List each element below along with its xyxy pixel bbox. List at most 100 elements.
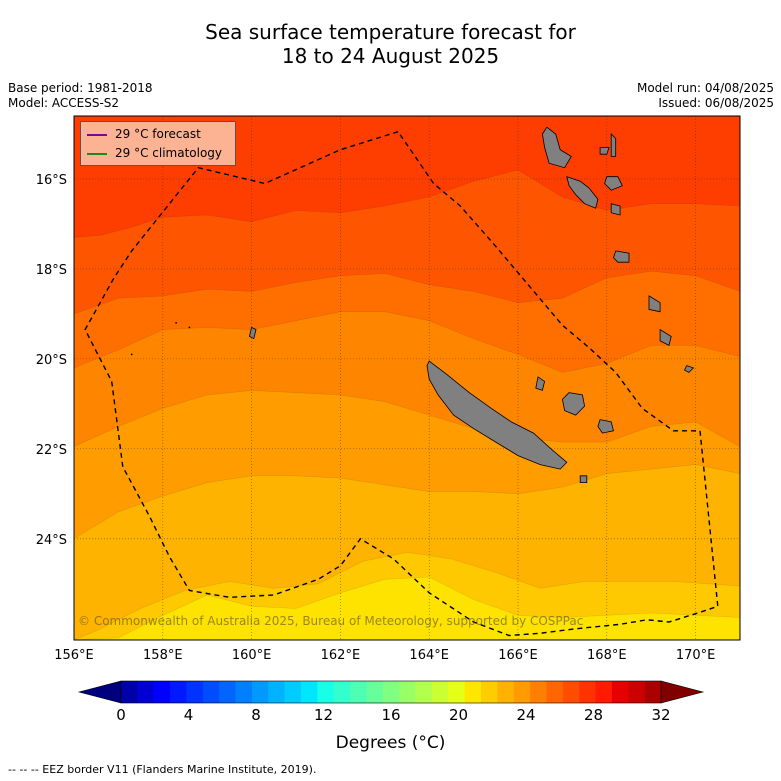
island (541, 126, 572, 169)
lat-tick-label: 20°S (36, 353, 67, 368)
lon-tick-label: 164°E (409, 648, 449, 663)
colorbar-segment (579, 681, 596, 703)
colorbar-segment (611, 681, 629, 703)
colorbar-segment (382, 681, 400, 703)
base-period: Base period: 1981-2018 (8, 81, 153, 95)
colorbar-tick-label: 0 (116, 706, 126, 724)
colorbar-tick-label: 8 (251, 706, 261, 724)
colorbar-segment (284, 681, 302, 703)
lon-tick-label: 166°E (498, 648, 538, 663)
colorbar-segment (530, 681, 547, 703)
colorbar-tick-label: 28 (584, 706, 603, 724)
colorbar-segment (415, 681, 433, 703)
climatology-line-swatch (87, 152, 107, 155)
legend-item-climatology: 29 °C climatology (87, 145, 222, 161)
colorbar-segment (153, 681, 171, 703)
island (659, 328, 672, 346)
colorbar-min-arrow (77, 680, 122, 704)
island (426, 360, 568, 470)
colorbar-segment (137, 681, 155, 703)
colorbar-segment (481, 681, 498, 703)
colorbar-segment (202, 681, 220, 703)
island (613, 250, 630, 263)
colorbar-max-arrow (660, 680, 705, 704)
colorbar-segment (464, 681, 482, 703)
lon-tick-label: 156°E (54, 648, 94, 663)
island (597, 419, 614, 434)
colorbar-segment (268, 681, 286, 703)
sst-band-7 (74, 576, 740, 640)
colorbar-segment (350, 681, 367, 703)
lon-tick-label: 160°E (232, 648, 272, 663)
reef-dot (175, 322, 178, 324)
island (683, 365, 695, 373)
eez-border (84, 131, 719, 637)
island (648, 295, 661, 313)
eez-footnote: -- -- -- EEZ border V11 (Flanders Marine… (8, 763, 317, 776)
graticule (74, 116, 740, 640)
colorbar-segment (186, 681, 204, 703)
lat-tick-label: 18°S (36, 263, 67, 278)
colorbar-tick-label: 24 (516, 706, 535, 724)
colorbar-segment (448, 681, 466, 703)
model-name: Model: ACCESS-S2 (8, 96, 120, 110)
colorbar-segment (333, 681, 351, 703)
map-legend: 29 °C forecast 29 °C climatology (80, 121, 236, 166)
colorbar-segment (644, 681, 662, 703)
lon-tick-label: 168°E (587, 648, 627, 663)
colorbar-segment (317, 681, 335, 703)
lat-tick-label: 16°S (36, 173, 67, 188)
forecast-line-swatch (87, 133, 107, 136)
colorbar-tick-label: 16 (381, 706, 400, 724)
island (604, 176, 623, 191)
colorbar: 0 4 8 12 16 20 24 28 32 (77, 680, 705, 724)
colorbar-tick-label: 4 (184, 706, 194, 724)
colorbar-tick-label: 20 (449, 706, 468, 724)
copyright-notice: © Commonwealth of Australia 2025, Bureau… (78, 614, 584, 628)
map-frame (73, 115, 741, 641)
colorbar-segment (497, 681, 515, 703)
island (248, 326, 257, 340)
colorbar-segment (513, 681, 531, 703)
colorbar-label: Degrees (°C) (335, 733, 446, 753)
lon-tick-label: 162°E (321, 648, 361, 663)
legend-forecast-label: 29 °C forecast (115, 127, 201, 141)
reef-dot (130, 353, 133, 356)
model-run: Model run: 04/08/2025 (636, 81, 774, 95)
eez-border-line (84, 131, 719, 637)
colorbar-segment (170, 681, 187, 703)
issued-date: Issued: 06/08/2025 (658, 96, 774, 110)
colorbar-segment (219, 681, 236, 703)
legend-item-forecast: 29 °C forecast (87, 126, 201, 142)
colorbar-segment (251, 681, 269, 703)
island (579, 475, 588, 484)
island (599, 147, 610, 155)
colorbar-segment (235, 681, 253, 703)
colorbar-outline (120, 680, 662, 704)
island (535, 376, 546, 391)
colorbar-segment (366, 681, 384, 703)
colorbar-segment (301, 681, 318, 703)
colorbar-segment (399, 681, 416, 703)
island (610, 133, 617, 157)
land-masses (130, 126, 695, 484)
colorbar-tick-label: 12 (314, 706, 333, 724)
legend-climatology-label: 29 °C climatology (115, 146, 223, 160)
lon-tick-label: 158°E (143, 648, 183, 663)
colorbar-segment (628, 681, 646, 703)
chart-title-line1: Sea surface temperature forecast for (205, 20, 576, 44)
colorbar-tick-label: 32 (651, 706, 670, 724)
colorbar-segment (562, 681, 580, 703)
lat-tick-label: 24°S (36, 533, 67, 548)
sst-contour-bands (74, 116, 740, 640)
chart-title-line2: 18 to 24 August 2025 (281, 44, 500, 68)
reef-dot (188, 326, 191, 329)
colorbar-segment (121, 681, 138, 703)
island (566, 176, 599, 209)
colorbar-segment (546, 681, 564, 703)
colorbar-segment (595, 681, 613, 703)
lat-tick-label: 22°S (36, 443, 67, 458)
axis-ticks: 156°E 158°E 160°E 162°E 164°E 166°E 168°E 170°E… (36, 173, 716, 663)
lon-tick-label: 170°E (676, 648, 716, 663)
